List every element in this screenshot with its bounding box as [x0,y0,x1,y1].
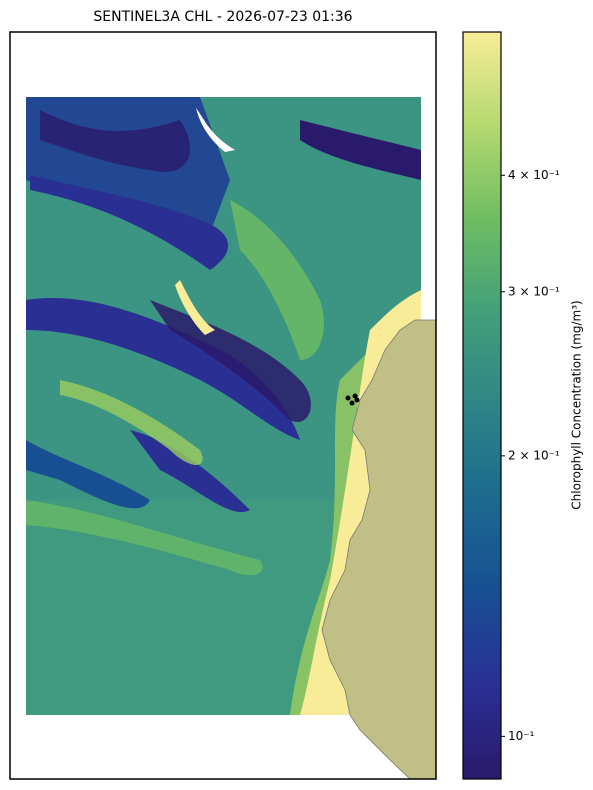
chart-title: SENTINEL3A CHL - 2026-07-23 01:36 [93,9,352,25]
colorbar-label: Chlorophyll Concentration (mg/m³) [570,300,584,509]
marker [354,397,360,403]
marker [349,400,355,406]
map-frame [9,31,437,780]
marker [352,393,358,399]
marker [345,395,351,401]
colorbar-tick-label: 10⁻¹ [508,729,535,743]
map-image [26,97,436,779]
colorbar [462,31,502,780]
colorbar-tick-label: 3 × 10⁻¹ [508,284,560,298]
land [321,300,436,779]
colorbar-tick-label: 2 × 10⁻¹ [508,448,560,462]
colorbar-tick-label: 4 × 10⁻¹ [508,168,560,182]
